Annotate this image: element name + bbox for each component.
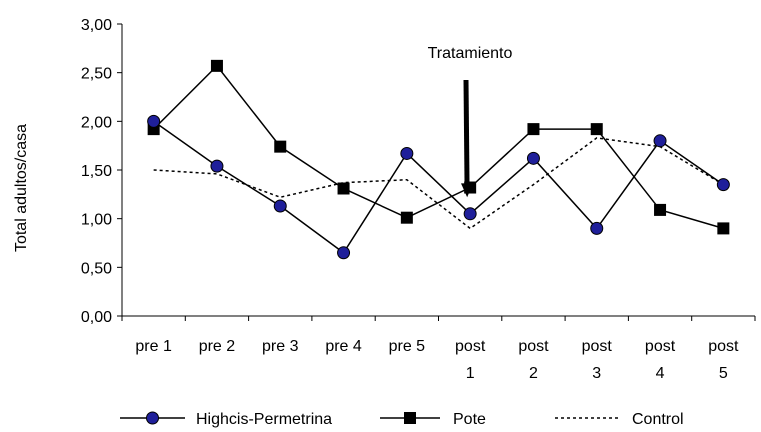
data-point bbox=[526, 151, 540, 165]
data-point bbox=[147, 114, 161, 128]
x-tick-label: pre 2 bbox=[199, 338, 236, 355]
x-tick-label: 1 bbox=[466, 365, 475, 382]
data-point bbox=[527, 123, 540, 136]
y-tick-label: 2,00 bbox=[81, 114, 112, 131]
x-tick-label: post bbox=[708, 338, 739, 355]
data-point bbox=[337, 246, 351, 260]
annotation-arrow-shaft bbox=[463, 79, 470, 184]
axes: 0,00 0,50 1,00 1,50 2,00 2,50 3,00 pre 1 pre 2 pr… bbox=[81, 17, 756, 382]
legend-label: Highcis-Permetrina bbox=[196, 411, 332, 428]
data-point bbox=[273, 199, 287, 213]
x-tick-label: pre 3 bbox=[262, 338, 299, 355]
y-tick-label: 3,00 bbox=[81, 17, 112, 34]
data-point bbox=[716, 178, 730, 192]
x-tick-label: pre 5 bbox=[389, 338, 426, 355]
x-tick-label: pre 1 bbox=[135, 338, 172, 355]
x-tick-label: 3 bbox=[592, 365, 601, 382]
data-point bbox=[590, 123, 603, 136]
data-point bbox=[274, 140, 287, 153]
x-tick-label: 5 bbox=[719, 365, 728, 382]
data-point bbox=[210, 159, 224, 173]
annotation-text: Tratamiento bbox=[428, 45, 513, 62]
series-line-highcis-permetrina bbox=[153, 120, 724, 254]
legend-label: Pote bbox=[453, 411, 486, 428]
data-point bbox=[337, 182, 350, 195]
y-tick-label: 1,00 bbox=[81, 212, 112, 229]
x-tick-label: post bbox=[518, 338, 549, 355]
data-point bbox=[147, 123, 160, 136]
series-layer bbox=[147, 59, 730, 260]
data-point bbox=[400, 211, 413, 224]
x-tick-label: 4 bbox=[656, 365, 665, 382]
x-tick-label: post bbox=[455, 338, 486, 355]
series-line-pote bbox=[153, 64, 724, 230]
data-point bbox=[653, 134, 667, 148]
data-point bbox=[654, 203, 667, 216]
y-axis-label: Total adultos/casa bbox=[13, 124, 30, 252]
data-point bbox=[210, 59, 223, 72]
x-tick-label: pre 4 bbox=[325, 338, 362, 355]
x-tick-label: post bbox=[645, 338, 676, 355]
legend-marker bbox=[146, 411, 159, 425]
legend-label: Control bbox=[632, 411, 684, 428]
y-tick-label: 0,00 bbox=[81, 309, 112, 326]
x-tick-label: post bbox=[582, 338, 613, 355]
data-point bbox=[400, 146, 414, 160]
y-tick-label: 2,50 bbox=[81, 66, 112, 83]
annotation-arrow-head bbox=[461, 183, 474, 198]
x-tick-label: 2 bbox=[529, 365, 538, 382]
legend: Highcis-Permetrina Pote Control bbox=[120, 411, 684, 428]
data-point bbox=[717, 222, 730, 235]
data-point bbox=[463, 207, 477, 221]
annotation-layer: Tratamiento bbox=[428, 45, 513, 198]
y-tick-label: 0,50 bbox=[81, 260, 112, 277]
legend-marker bbox=[404, 412, 416, 424]
data-point bbox=[590, 221, 604, 235]
y-tick-label: 1,50 bbox=[81, 163, 112, 180]
